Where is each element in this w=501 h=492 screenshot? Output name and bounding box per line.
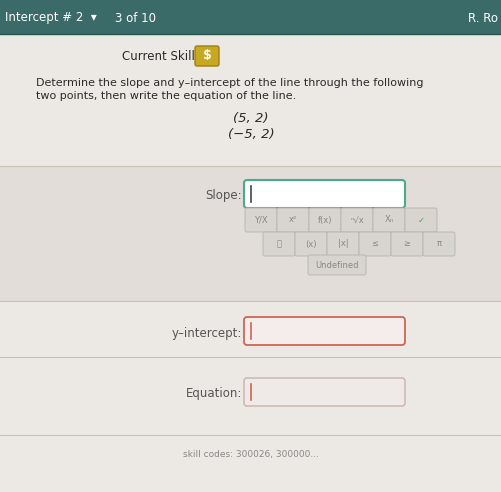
Text: ≥: ≥ xyxy=(403,240,410,248)
Text: $: $ xyxy=(202,50,211,62)
Text: ≤: ≤ xyxy=(372,240,378,248)
FancyBboxPatch shape xyxy=(359,232,391,256)
FancyBboxPatch shape xyxy=(309,208,341,232)
Text: |x|: |x| xyxy=(338,240,348,248)
Text: Equation:: Equation: xyxy=(186,387,242,400)
Text: 🗑: 🗑 xyxy=(277,240,282,248)
Text: Determine the slope and y–intercept of the line through the following: Determine the slope and y–intercept of t… xyxy=(36,78,423,88)
FancyBboxPatch shape xyxy=(308,255,366,275)
Text: (5, 2): (5, 2) xyxy=(233,112,269,125)
Text: (x): (x) xyxy=(305,240,317,248)
Text: π: π xyxy=(436,240,441,248)
Text: x²: x² xyxy=(289,215,297,224)
FancyBboxPatch shape xyxy=(405,208,437,232)
Text: ⁿ√x: ⁿ√x xyxy=(350,215,364,224)
Text: Current Skill: Current Skill xyxy=(122,50,195,62)
Bar xyxy=(0,357,501,435)
Text: 3 of 10: 3 of 10 xyxy=(115,11,156,25)
Text: Y/X: Y/X xyxy=(254,215,268,224)
FancyBboxPatch shape xyxy=(327,232,359,256)
FancyBboxPatch shape xyxy=(423,232,455,256)
FancyBboxPatch shape xyxy=(244,317,405,345)
Text: skill codes: 300026, 300000...: skill codes: 300026, 300000... xyxy=(183,451,319,460)
FancyBboxPatch shape xyxy=(373,208,405,232)
FancyBboxPatch shape xyxy=(263,232,295,256)
FancyBboxPatch shape xyxy=(391,232,423,256)
Bar xyxy=(0,166,501,301)
Text: Undefined: Undefined xyxy=(315,260,359,270)
FancyBboxPatch shape xyxy=(244,378,405,406)
Text: ✓: ✓ xyxy=(417,215,424,224)
Text: Xₙ: Xₙ xyxy=(384,215,394,224)
FancyBboxPatch shape xyxy=(277,208,309,232)
Text: y–intercept:: y–intercept: xyxy=(172,327,242,339)
Text: two points, then write the equation of the line.: two points, then write the equation of t… xyxy=(36,91,296,101)
Text: f(x): f(x) xyxy=(318,215,332,224)
Text: R. Ro: R. Ro xyxy=(468,11,498,25)
FancyBboxPatch shape xyxy=(295,232,327,256)
FancyBboxPatch shape xyxy=(341,208,373,232)
FancyBboxPatch shape xyxy=(195,46,219,66)
FancyBboxPatch shape xyxy=(245,208,277,232)
Text: (−5, 2): (−5, 2) xyxy=(227,128,275,141)
FancyBboxPatch shape xyxy=(244,180,405,208)
Text: Slope:: Slope: xyxy=(205,188,242,202)
Bar xyxy=(0,0,501,34)
Text: Intercept # 2  ▾: Intercept # 2 ▾ xyxy=(5,11,97,25)
Bar xyxy=(0,301,501,357)
